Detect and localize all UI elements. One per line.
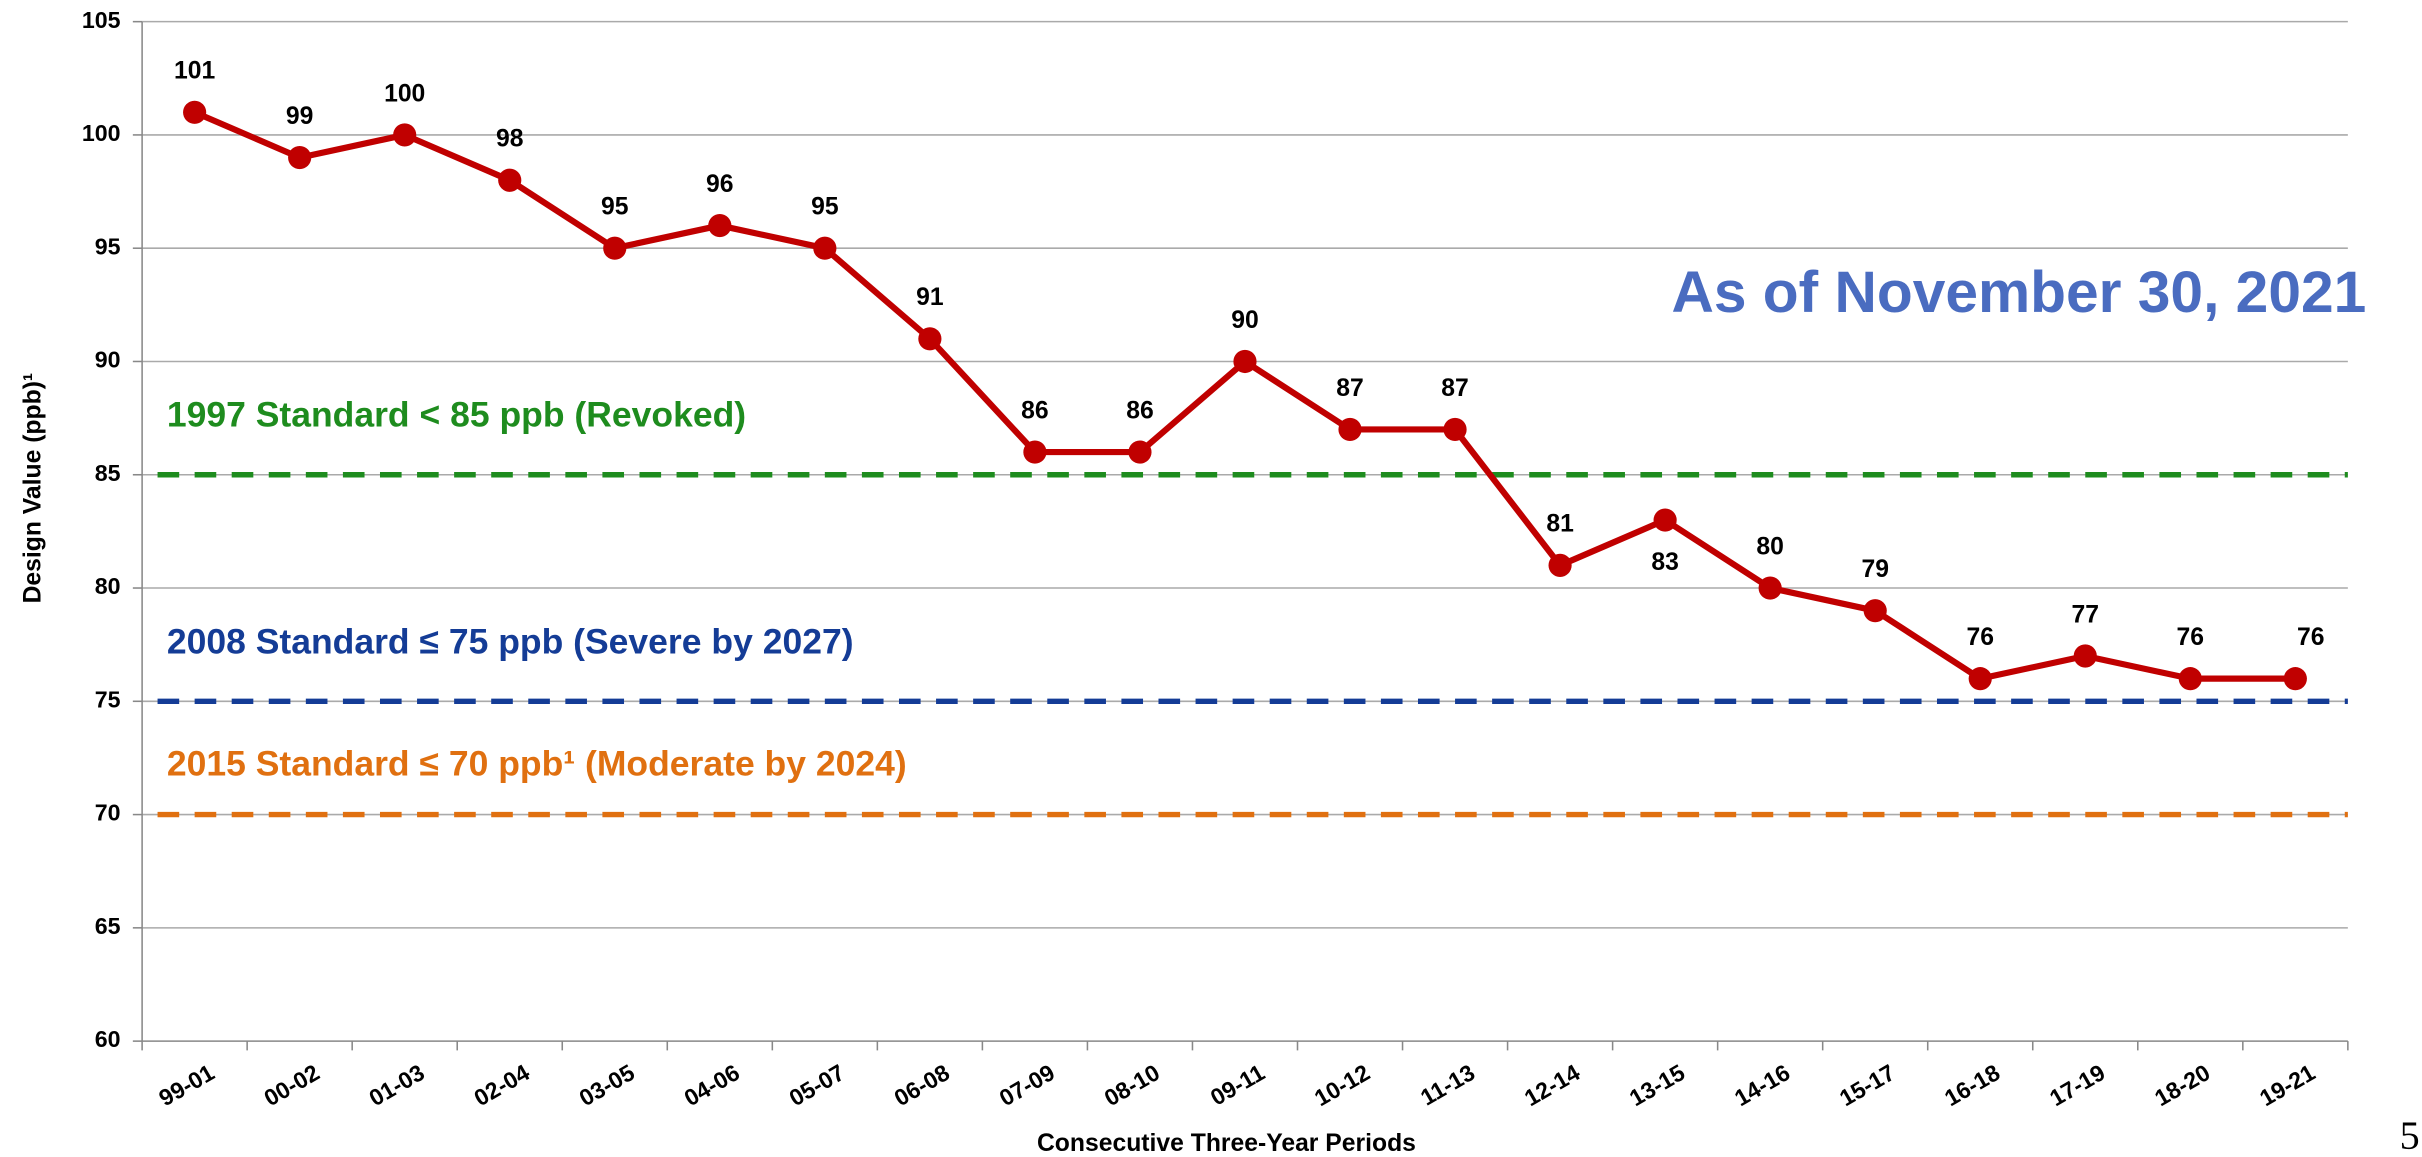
x-tick-label: 14-16 xyxy=(1730,1059,1794,1111)
value-label: 86 xyxy=(1021,397,1048,424)
x-tick-label: 02-04 xyxy=(470,1059,534,1111)
x-tick-label: 19-21 xyxy=(2255,1059,2319,1111)
value-label: 100 xyxy=(384,80,425,107)
marker xyxy=(1023,440,1047,464)
x-tick-label: 05-07 xyxy=(785,1059,849,1111)
marker xyxy=(393,123,417,147)
marker xyxy=(498,168,522,192)
y-tick-label: 105 xyxy=(82,7,121,33)
y-tick-label: 90 xyxy=(95,347,121,373)
value-label: 79 xyxy=(1861,556,1888,583)
reference-label: 2015 Standard ≤ 70 ppb¹ (Moderate by 202… xyxy=(167,744,907,784)
marker xyxy=(288,146,312,170)
x-tick-label: 03-05 xyxy=(575,1059,639,1111)
reference-label: 1997 Standard < 85 ppb (Revoked) xyxy=(167,394,746,434)
y-tick-label: 75 xyxy=(95,686,121,712)
value-label: 99 xyxy=(286,103,313,130)
x-tick-label: 17-19 xyxy=(2045,1059,2109,1111)
marker xyxy=(183,100,207,124)
value-label: 87 xyxy=(1336,375,1363,402)
x-tick-label: 07-09 xyxy=(995,1059,1059,1111)
value-label: 95 xyxy=(811,194,839,221)
value-label: 86 xyxy=(1126,397,1153,424)
x-tick-label: 10-12 xyxy=(1310,1059,1374,1111)
marker xyxy=(2178,667,2202,691)
y-tick-label: 95 xyxy=(95,233,121,259)
marker xyxy=(1548,553,1572,577)
value-label: 77 xyxy=(2072,601,2099,628)
x-tick-label: 11-13 xyxy=(1416,1059,1479,1111)
value-label: 87 xyxy=(1441,375,1468,402)
marker xyxy=(2283,667,2307,691)
marker xyxy=(1233,349,1257,374)
y-tick-label: 65 xyxy=(95,913,121,939)
x-tick-label: 99-01 xyxy=(154,1059,218,1111)
x-tick-label: 00-02 xyxy=(259,1059,323,1111)
marker xyxy=(708,213,732,238)
marker xyxy=(603,236,627,260)
value-label: 96 xyxy=(706,171,733,198)
x-tick-label: 15-17 xyxy=(1835,1059,1899,1111)
x-tick-label: 18-20 xyxy=(2150,1059,2214,1111)
marker xyxy=(1338,417,1362,442)
page-number: 5 xyxy=(2400,1113,2420,1157)
x-tick-label: 13-15 xyxy=(1625,1059,1689,1111)
value-label: 76 xyxy=(2177,624,2204,651)
marker xyxy=(1758,576,1782,600)
x-tick-label: 06-08 xyxy=(890,1059,954,1111)
value-label: 76 xyxy=(2297,624,2324,651)
value-label: 81 xyxy=(1546,511,1574,538)
x-tick-label: 08-10 xyxy=(1100,1059,1164,1111)
marker xyxy=(1863,599,1887,623)
value-label: 83 xyxy=(1651,549,1678,576)
value-label: 98 xyxy=(496,126,523,153)
x-tick-label: 01-03 xyxy=(364,1059,428,1111)
marker xyxy=(1443,417,1467,442)
marker xyxy=(918,327,942,351)
marker xyxy=(1653,508,1677,532)
value-label: 101 xyxy=(174,58,215,85)
marker xyxy=(1128,440,1152,464)
x-axis-title: Consecutive Three-Year Periods xyxy=(1037,1130,1416,1157)
x-tick-label: 12-14 xyxy=(1520,1059,1584,1111)
annotation: As of November 30, 2021 xyxy=(1671,260,2366,325)
value-label: 76 xyxy=(1966,624,1993,651)
x-tick-label: 16-18 xyxy=(1940,1059,2004,1111)
marker xyxy=(2073,644,2097,668)
y-axis-title: Design Value (ppb)¹ xyxy=(20,373,47,604)
value-label: 80 xyxy=(1756,533,1783,560)
y-tick-label: 60 xyxy=(95,1026,121,1052)
marker xyxy=(813,236,837,260)
y-tick-label: 70 xyxy=(95,800,121,826)
value-label: 90 xyxy=(1231,307,1258,334)
reference-label: 2008 Standard ≤ 75 ppb (Severe by 2027) xyxy=(167,622,854,662)
x-tick-label: 09-11 xyxy=(1206,1059,1269,1111)
x-tick-label: 04-06 xyxy=(680,1059,744,1111)
value-label: 95 xyxy=(601,194,629,221)
value-label: 91 xyxy=(916,284,944,311)
marker xyxy=(1968,667,1992,691)
y-tick-label: 85 xyxy=(95,460,121,486)
y-tick-label: 80 xyxy=(95,573,121,599)
y-tick-label: 100 xyxy=(82,120,121,146)
